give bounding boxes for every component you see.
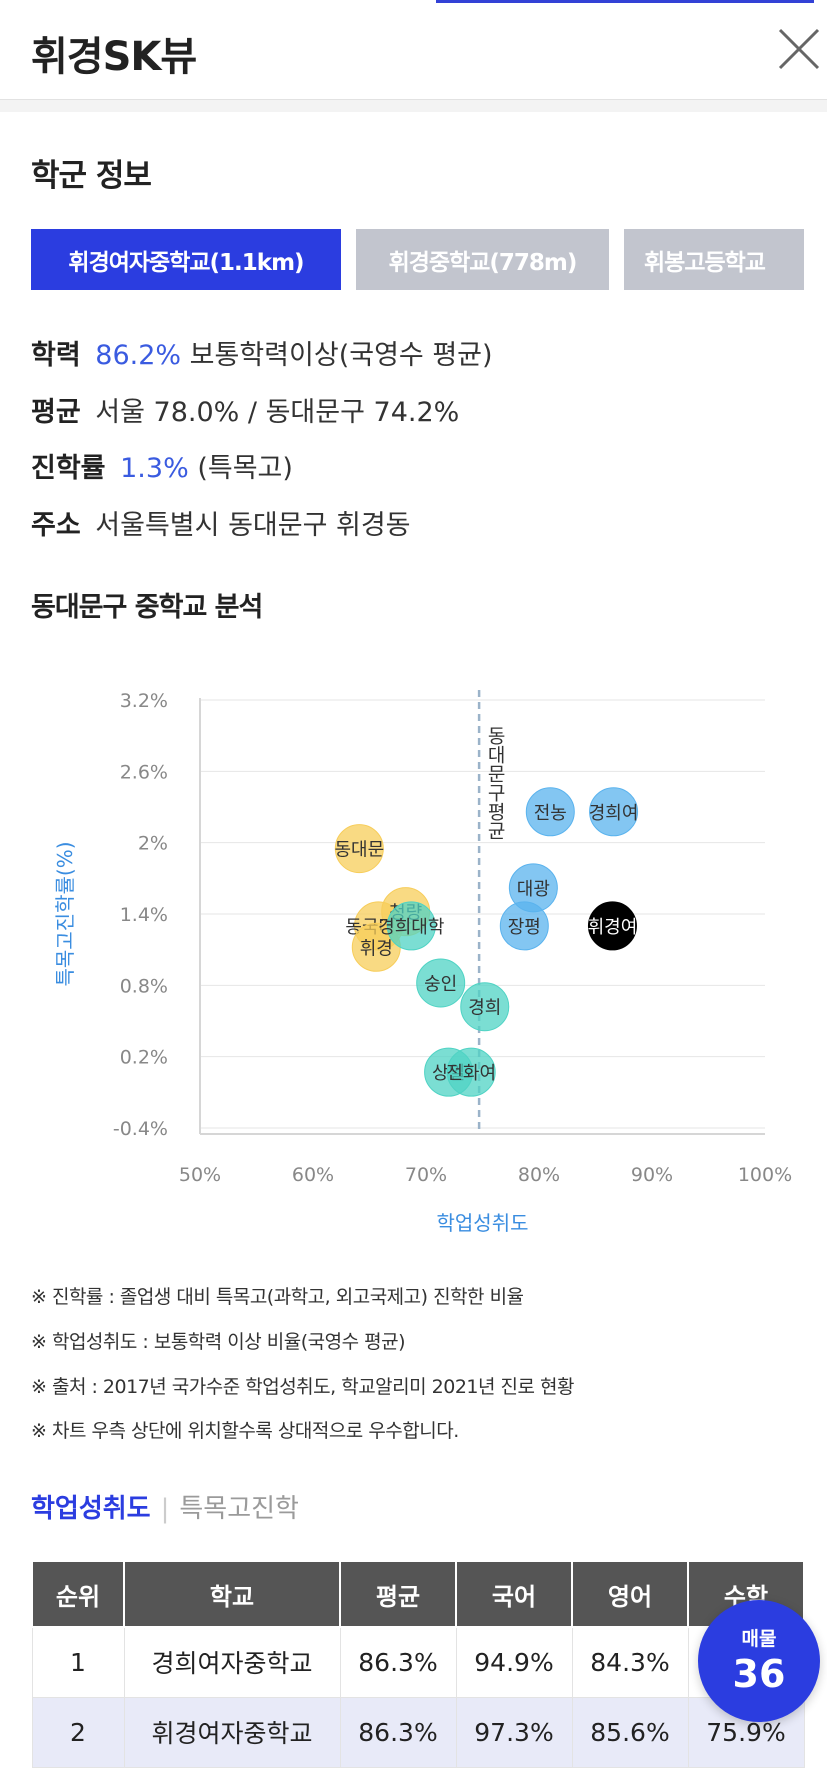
point-label: 휘경여 xyxy=(588,917,638,938)
advance-key: 진학률 xyxy=(31,453,106,484)
y-tick-label: 2% xyxy=(138,833,168,855)
achievement-suffix: 보통학력이상(국영수 평균) xyxy=(189,340,493,371)
analysis-chart: -0.4% 0.2% 0.8% 1.4% 2% 2.6% 3.2% 50% 60% 70% 80% 9… xyxy=(0,640,827,1260)
analysis-title: 동대문구 중학교 분석 xyxy=(31,592,263,623)
cell-english: 84.3% xyxy=(571,1626,689,1698)
y-tick-label: 3.2% xyxy=(120,690,168,712)
note-advance-rate: ※ 진학률 : 졸업생 대비 특목고(과학고, 외고국제고) 진학한 비율 xyxy=(31,1286,524,1308)
cell-rank: 1 xyxy=(31,1626,125,1698)
header-english: 영어 xyxy=(571,1560,689,1628)
data-point xyxy=(587,901,637,951)
y-tick-label: 1.4% xyxy=(120,904,168,926)
address-key: 주소 xyxy=(31,510,81,541)
x-tick-label: 100% xyxy=(738,1164,792,1186)
point-label: 대광 xyxy=(517,879,550,900)
top-accent-bar xyxy=(436,0,814,3)
average-key: 평균 xyxy=(31,397,81,428)
tab-hwigyeong-middle[interactable]: 휘경중학교(778m) xyxy=(356,229,609,290)
y-tick-label: 2.6% xyxy=(120,761,168,783)
header-korean: 국어 xyxy=(455,1560,573,1628)
point-label: 동대문 xyxy=(334,840,384,861)
point-label: 숭인 xyxy=(424,974,457,995)
table-row[interactable]: 1 경희여자중학교 86.3% 94.9% 84.3% xyxy=(31,1626,805,1698)
data-point xyxy=(499,901,549,951)
cell-rank: 2 xyxy=(31,1696,125,1768)
header: 휘경SK뷰 xyxy=(0,0,827,100)
cell-average: 86.3% xyxy=(339,1696,457,1768)
advance-suffix: (특목고) xyxy=(197,453,293,484)
school-section-title: 학군 정보 xyxy=(31,158,152,194)
ranking-table: 순위 학교 평균 국어 영어 수학 1 경희여자중학교 86.3% 94.9% … xyxy=(31,1560,805,1768)
point-label: 경희대학 xyxy=(378,917,444,938)
header-school: 학교 xyxy=(123,1560,341,1628)
table-header-row: 순위 학교 평균 국어 영어 수학 xyxy=(31,1560,805,1628)
tab-hwigyeong-girls-middle[interactable]: 휘경여자중학교(1.1km) xyxy=(31,229,341,290)
address-line: 주소 서울특별시 동대문구 휘경동 xyxy=(31,503,411,542)
y-axis-title: 특목고진학률(%) xyxy=(53,841,77,986)
data-point xyxy=(386,901,436,951)
cell-school: 경희여자중학교 xyxy=(123,1626,341,1698)
advance-value: 1.3% xyxy=(120,453,189,484)
average-reference-label: 동대문구평균 xyxy=(484,726,506,840)
note-source: ※ 출처 : 2017년 국가수준 학업성취도, 학교알리미 2021년 진로 … xyxy=(31,1376,575,1398)
achievement-value: 86.2% xyxy=(95,340,182,371)
x-tick-label: 90% xyxy=(631,1164,673,1186)
x-tick-label: 60% xyxy=(292,1164,334,1186)
x-tick-label: 50% xyxy=(179,1164,221,1186)
point-label: 장평 xyxy=(508,917,541,938)
ranking-tabs: 학업성취도 | 특목고진학 xyxy=(31,1488,299,1525)
average-text: 서울 78.0% / 동대문구 74.2% xyxy=(95,397,460,428)
point-label: 휘경 xyxy=(360,938,393,959)
data-point xyxy=(589,787,639,837)
cell-average: 86.3% xyxy=(339,1626,457,1698)
note-achievement: ※ 학업성취도 : 보통학력 이상 비율(국영수 평균) xyxy=(31,1331,406,1353)
point-label: 전화여 xyxy=(446,1063,496,1084)
x-tick-label: 70% xyxy=(405,1164,447,1186)
cell-korean: 94.9% xyxy=(455,1626,573,1698)
header-average: 평균 xyxy=(339,1560,457,1628)
cell-korean: 97.3% xyxy=(455,1696,573,1768)
tab-separator: | xyxy=(160,1494,170,1524)
listings-label: 매물 xyxy=(741,1628,777,1650)
achievement-line: 학력 86.2% 보통학력이상(국영수 평균) xyxy=(31,333,493,372)
cell-school: 휘경여자중학교 xyxy=(123,1696,341,1768)
section-divider xyxy=(0,100,827,112)
tab-special-high[interactable]: 특목고진학 xyxy=(179,1494,299,1524)
close-icon[interactable] xyxy=(776,26,822,72)
data-point xyxy=(446,1047,496,1097)
address-text: 서울특별시 동대문구 휘경동 xyxy=(95,510,411,541)
tab-achievement[interactable]: 학업성취도 xyxy=(31,1494,151,1524)
table-row[interactable]: 2 휘경여자중학교 86.3% 97.3% 85.6% 75.9% xyxy=(31,1696,805,1768)
listings-count: 36 xyxy=(732,1652,786,1696)
tab-hwibong-high[interactable]: 휘봉고등학교 xyxy=(624,229,804,290)
y-tick-label: 0.8% xyxy=(120,975,168,997)
data-point xyxy=(416,958,466,1008)
data-point xyxy=(460,982,510,1032)
header-rank: 순위 xyxy=(31,1560,125,1628)
x-axis-title: 학업성취도 xyxy=(437,1211,529,1235)
y-tick-label: 0.2% xyxy=(120,1047,168,1069)
data-point xyxy=(525,787,575,837)
advance-line: 진학률 1.3% (특목고) xyxy=(31,446,293,485)
achievement-key: 학력 xyxy=(31,340,81,371)
y-tick-label: -0.4% xyxy=(113,1118,168,1140)
note-chart-guide: ※ 차트 우측 상단에 위치할수록 상대적으로 우수합니다. xyxy=(31,1420,459,1442)
x-tick-label: 80% xyxy=(518,1164,560,1186)
point-label: 경희 xyxy=(468,998,501,1019)
point-label: 전농 xyxy=(534,803,567,824)
cell-english: 85.6% xyxy=(571,1696,689,1768)
point-label: 경희여 xyxy=(589,803,639,824)
average-line: 평균 서울 78.0% / 동대문구 74.2% xyxy=(31,390,459,429)
page-title: 휘경SK뷰 xyxy=(31,34,197,80)
data-point xyxy=(334,824,384,874)
scatter-chart: -0.4% 0.2% 0.8% 1.4% 2% 2.6% 3.2% 50% 60% 70% 80% 9… xyxy=(53,690,792,1235)
listings-fab-button[interactable]: 매물 36 xyxy=(698,1600,820,1722)
